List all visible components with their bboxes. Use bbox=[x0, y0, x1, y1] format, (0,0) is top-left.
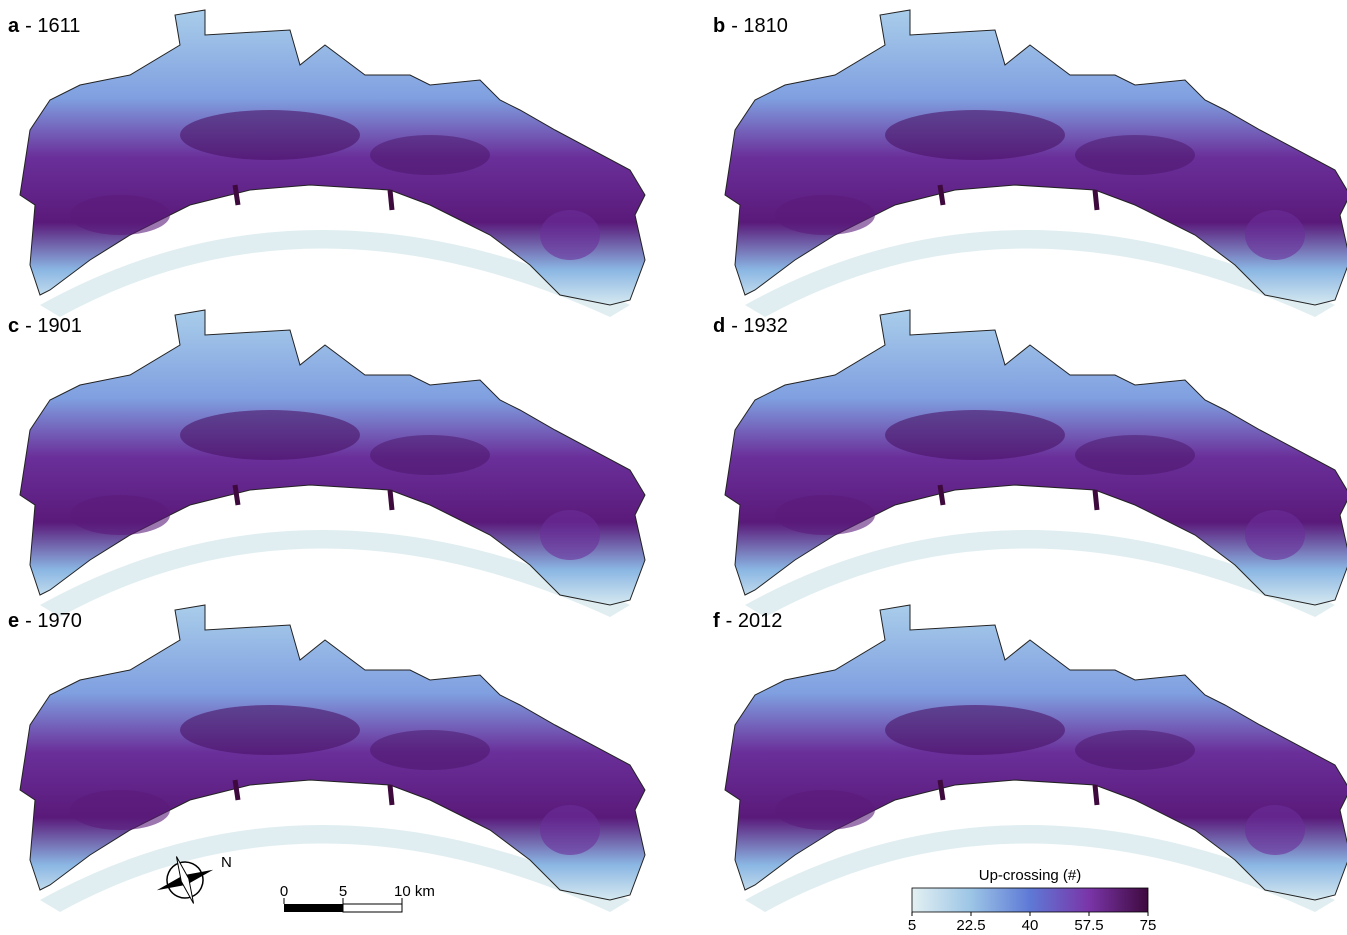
compass-needle bbox=[175, 856, 195, 904]
scale-bar-white bbox=[342, 903, 403, 913]
colorbar-tick-label: 5 bbox=[908, 917, 916, 934]
colorbar-tick-label: 22.5 bbox=[956, 917, 985, 934]
lagoon-map bbox=[725, 10, 1347, 317]
colorbar-tick-label: 75 bbox=[1140, 917, 1157, 934]
panel-year: - 1810 bbox=[731, 15, 788, 37]
lagoon-map bbox=[20, 310, 645, 617]
compass bbox=[156, 856, 214, 904]
panel-year: - 1970 bbox=[25, 610, 82, 632]
colorbar-tick-label: 40 bbox=[1022, 917, 1039, 934]
panel-label: b - 1810 bbox=[713, 15, 788, 37]
lagoon-map bbox=[20, 10, 645, 317]
panel-year: - 1611 bbox=[25, 15, 80, 37]
panel-label: a- 1611 bbox=[8, 15, 80, 37]
panel-letter: d bbox=[713, 315, 725, 337]
colorbar-title: Up-crossing (#) bbox=[979, 867, 1082, 884]
scale-tick-label: 5 bbox=[339, 883, 347, 900]
panel-label: d - 1932 bbox=[713, 315, 788, 337]
compass-label: N bbox=[221, 854, 232, 871]
panel-year: - 1932 bbox=[731, 315, 788, 337]
panel-year: - 2012 bbox=[726, 610, 783, 632]
lagoon-map bbox=[725, 310, 1347, 617]
lagoon-map bbox=[20, 605, 645, 912]
panel-letter: c bbox=[8, 315, 19, 337]
colorbar bbox=[911, 887, 1149, 913]
colorbar-tick-label: 57.5 bbox=[1074, 917, 1103, 934]
panel-letter: e bbox=[8, 610, 19, 632]
panel-year: - 1901 bbox=[25, 315, 82, 337]
lagoon-map bbox=[725, 605, 1347, 912]
panel-label: e - 1970 bbox=[8, 610, 82, 632]
panel-letter: b bbox=[713, 15, 725, 37]
panel-letter: a bbox=[8, 15, 20, 37]
scale-bar-black bbox=[284, 904, 343, 912]
panel-letter: f bbox=[713, 610, 720, 632]
scale-tick-label: 0 bbox=[280, 883, 288, 900]
panel-label: c - 1901 bbox=[8, 315, 82, 337]
scale-tick-label: 10 km bbox=[394, 883, 435, 900]
panel-label: f - 2012 bbox=[713, 610, 782, 632]
